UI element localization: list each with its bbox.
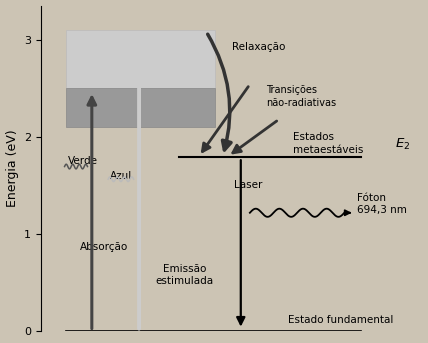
Bar xyxy=(66,30,215,88)
Text: Transições
não-radiativas: Transições não-radiativas xyxy=(266,85,336,108)
Text: Verde: Verde xyxy=(68,156,98,166)
Text: Laser: Laser xyxy=(234,180,262,190)
Bar xyxy=(66,88,215,127)
Y-axis label: Energia (eV): Energia (eV) xyxy=(6,130,18,207)
Text: Fóton
694,3 nm: Fóton 694,3 nm xyxy=(357,193,407,215)
Text: $E_2$: $E_2$ xyxy=(395,137,410,152)
Text: Relaxação: Relaxação xyxy=(232,42,285,52)
Text: Estado fundamental: Estado fundamental xyxy=(288,315,393,325)
Text: Absorção: Absorção xyxy=(80,242,129,252)
Text: Azul: Azul xyxy=(110,171,132,181)
Text: Estados
metaestáveis: Estados metaestáveis xyxy=(294,132,364,155)
Text: Emissão
estimulada: Emissão estimulada xyxy=(155,264,214,286)
